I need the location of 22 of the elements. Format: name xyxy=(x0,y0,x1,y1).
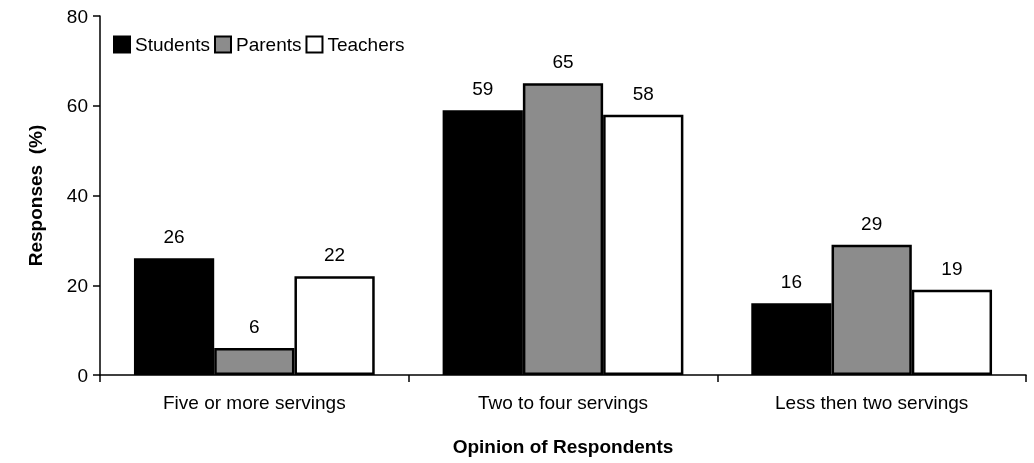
data-label: 65 xyxy=(552,51,574,73)
x-tick-label: Five or more servings xyxy=(163,392,346,413)
data-label: 58 xyxy=(632,82,654,104)
data-label: 29 xyxy=(861,212,883,234)
data-label: 59 xyxy=(472,78,494,100)
legend-label: Parents xyxy=(236,34,302,55)
x-tick-label: Less then two servings xyxy=(775,392,969,413)
y-axis-title: Responses (%) xyxy=(25,124,46,267)
y-tick-label: 80 xyxy=(66,5,88,27)
legend-label: Teachers xyxy=(327,34,405,55)
y-tick-label: 20 xyxy=(66,274,88,296)
y-tick-label: 40 xyxy=(66,185,88,206)
data-label: 6 xyxy=(249,316,260,338)
y-tick-label: 60 xyxy=(66,95,88,117)
data-label: 16 xyxy=(780,271,802,293)
data-label: 22 xyxy=(324,244,346,266)
x-tick-label: Two to four servings xyxy=(477,392,649,413)
data-label: 19 xyxy=(941,257,963,279)
data-label: 26 xyxy=(163,226,185,248)
y-tick-label: 0 xyxy=(77,364,88,386)
x-axis-title: Opinion of Respondents xyxy=(452,436,674,457)
legend-label: Students xyxy=(135,34,210,55)
